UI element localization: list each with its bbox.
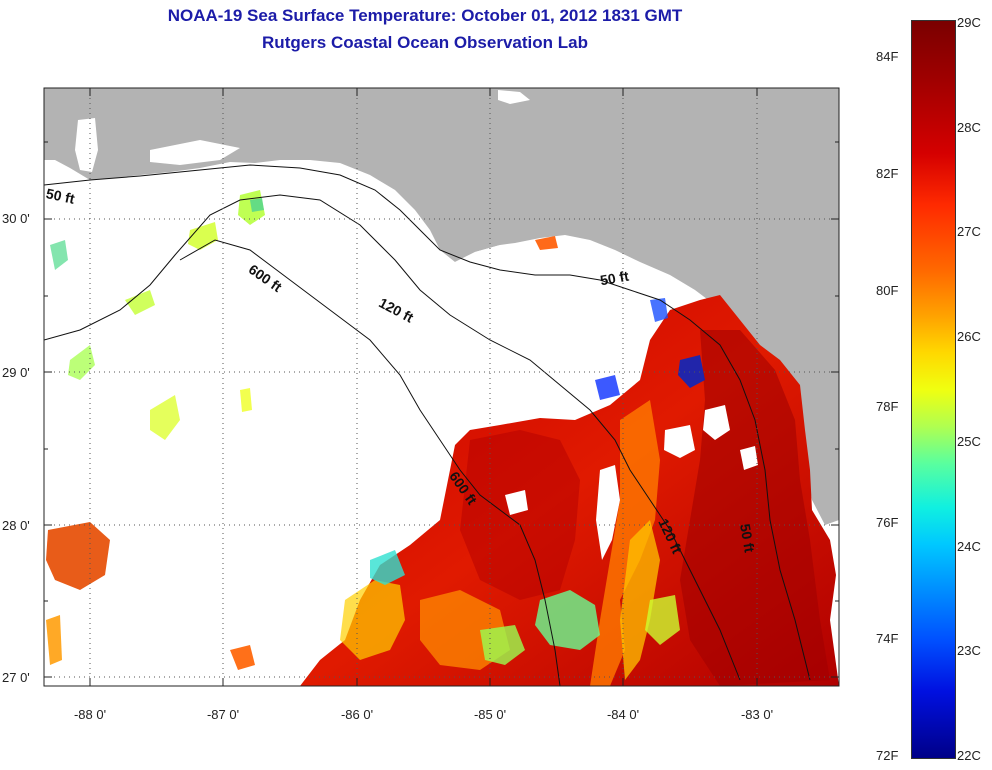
lake-okeechobee-area (498, 90, 530, 104)
contour-600ft (179, 239, 561, 686)
colorbar-c-label: 26C (957, 329, 981, 344)
sst-field (46, 190, 839, 686)
map-title: NOAA-19 Sea Surface Temperature: October… (167, 6, 683, 25)
contour-120ft (44, 194, 741, 681)
lon-label: -86 0' (340, 707, 374, 722)
mobile-bay (75, 118, 98, 172)
map-subtitle: Rutgers Coastal Ocean Observation Lab (262, 33, 588, 52)
colorbar-f-label: 72F (876, 748, 899, 763)
map-frame (43, 87, 840, 687)
lon-label: -88 0' (73, 707, 107, 722)
colorbar-c-label: 27C (957, 224, 981, 239)
colorbar-c-label: 29C (957, 15, 981, 30)
lat-label: 30 0' (2, 211, 30, 226)
lon-label: -83 0' (740, 707, 774, 722)
lat-label: 29 0' (2, 365, 30, 380)
colorbar-f-label: 84F (876, 49, 899, 64)
lon-label: -84 0' (606, 707, 640, 722)
colorbar-f-label: 76F (876, 515, 899, 530)
apalachee-bay (455, 245, 500, 268)
lat-label: 28 0' (2, 518, 30, 533)
colorbar-c-label: 24C (957, 539, 981, 554)
pensacola-bay (150, 140, 240, 165)
lat-label: 27 0' (2, 670, 30, 685)
axis-ticks (44, 88, 839, 686)
colorbar-c-label: 23C (957, 643, 981, 658)
contour-50ft (44, 164, 811, 681)
colorbar-f-label: 82F (876, 166, 899, 181)
colorbar-c-label: 25C (957, 434, 981, 449)
colorbar-c-label: 22C (957, 748, 981, 763)
depth-contours (44, 164, 811, 686)
colorbar-f-label: 74F (876, 631, 899, 646)
land-mass (44, 88, 839, 525)
colorbar-f-label: 80F (876, 283, 899, 298)
colorbar-c-label: 28C (957, 120, 981, 135)
temperature-colorbar (911, 20, 956, 759)
lon-label: -85 0' (473, 707, 507, 722)
colorbar-f-label: 78F (876, 399, 899, 414)
lon-label: -87 0' (206, 707, 240, 722)
